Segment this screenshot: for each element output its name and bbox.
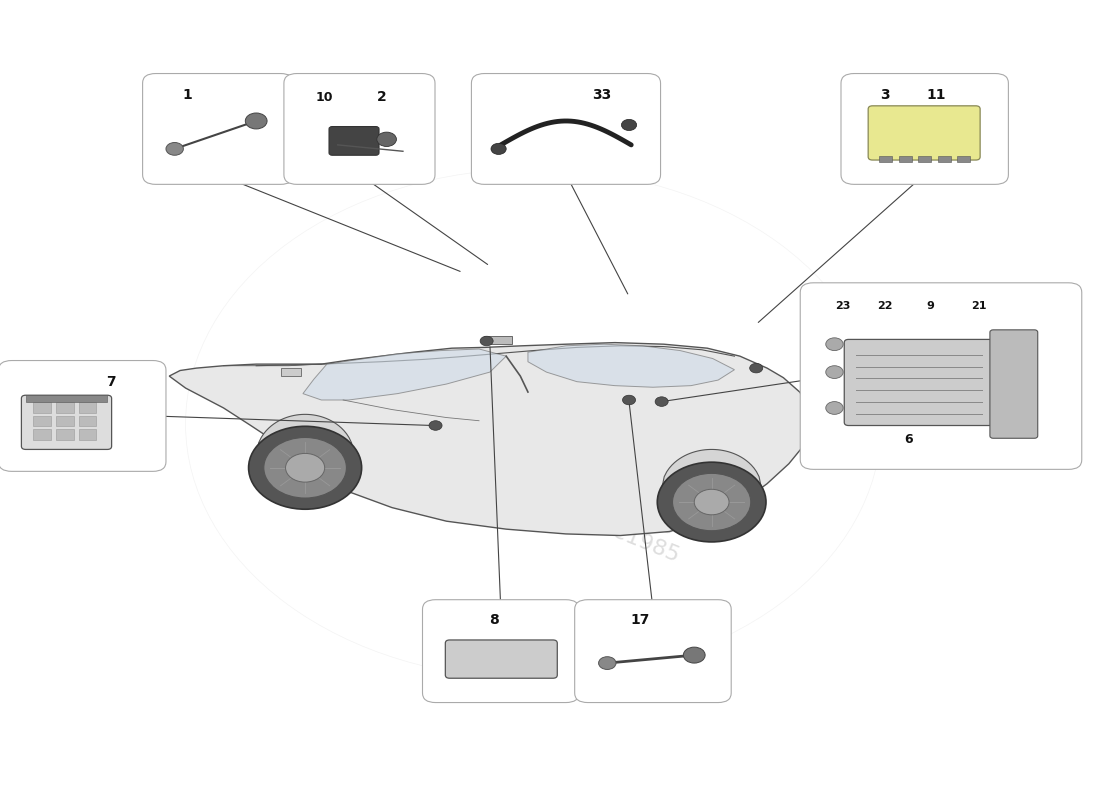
FancyBboxPatch shape	[842, 74, 1009, 184]
Circle shape	[694, 490, 729, 515]
Text: 23: 23	[836, 301, 851, 311]
Text: since1985: since1985	[569, 505, 683, 566]
Bar	[484, 336, 512, 344]
Bar	[56, 402, 74, 413]
Bar	[33, 416, 51, 426]
FancyBboxPatch shape	[422, 600, 579, 702]
Bar	[79, 430, 97, 440]
FancyBboxPatch shape	[329, 126, 379, 155]
Circle shape	[598, 657, 616, 670]
Text: 9: 9	[926, 301, 934, 311]
Circle shape	[621, 119, 637, 130]
Polygon shape	[302, 349, 506, 400]
Bar	[79, 416, 97, 426]
Circle shape	[826, 366, 844, 378]
FancyBboxPatch shape	[0, 361, 166, 471]
Circle shape	[658, 462, 766, 542]
Circle shape	[480, 336, 493, 346]
FancyBboxPatch shape	[990, 330, 1037, 438]
Text: 6: 6	[904, 433, 913, 446]
Circle shape	[264, 438, 346, 498]
Bar	[56, 416, 74, 426]
FancyBboxPatch shape	[574, 600, 732, 702]
Circle shape	[249, 426, 362, 510]
Text: 33: 33	[592, 88, 612, 102]
Bar	[282, 368, 300, 376]
Text: 21: 21	[971, 301, 987, 311]
Text: 7: 7	[106, 374, 116, 389]
Bar	[33, 402, 51, 413]
Bar	[918, 156, 932, 162]
Circle shape	[623, 395, 636, 405]
Text: 3: 3	[880, 88, 890, 102]
Bar	[957, 156, 970, 162]
FancyBboxPatch shape	[143, 74, 294, 184]
Bar	[879, 156, 892, 162]
Polygon shape	[256, 414, 354, 480]
Polygon shape	[169, 342, 814, 535]
Polygon shape	[661, 450, 761, 512]
Text: 10: 10	[316, 91, 333, 105]
Text: 2: 2	[377, 90, 387, 105]
Bar	[79, 402, 97, 413]
Polygon shape	[528, 344, 735, 387]
Bar	[937, 156, 950, 162]
Circle shape	[377, 132, 396, 146]
Text: 11: 11	[926, 88, 946, 102]
Text: 8: 8	[490, 613, 499, 626]
Circle shape	[826, 402, 844, 414]
FancyBboxPatch shape	[446, 640, 558, 678]
FancyBboxPatch shape	[868, 106, 980, 160]
Circle shape	[672, 474, 751, 530]
Circle shape	[826, 338, 844, 350]
Circle shape	[286, 454, 324, 482]
Bar	[56, 430, 74, 440]
Text: 1: 1	[182, 88, 191, 102]
Bar	[33, 430, 51, 440]
Circle shape	[491, 143, 506, 154]
Circle shape	[750, 363, 762, 373]
Circle shape	[429, 421, 442, 430]
FancyBboxPatch shape	[284, 74, 434, 184]
FancyBboxPatch shape	[21, 395, 111, 450]
Circle shape	[166, 142, 184, 155]
FancyBboxPatch shape	[800, 283, 1081, 470]
FancyBboxPatch shape	[845, 339, 994, 426]
Text: 17: 17	[630, 613, 650, 626]
Circle shape	[245, 113, 267, 129]
Text: a passion for parts: a passion for parts	[430, 418, 681, 542]
Circle shape	[656, 397, 668, 406]
Text: 22: 22	[877, 301, 892, 311]
FancyBboxPatch shape	[472, 74, 661, 184]
Circle shape	[683, 647, 705, 663]
Bar	[25, 395, 108, 402]
Bar	[899, 156, 912, 162]
